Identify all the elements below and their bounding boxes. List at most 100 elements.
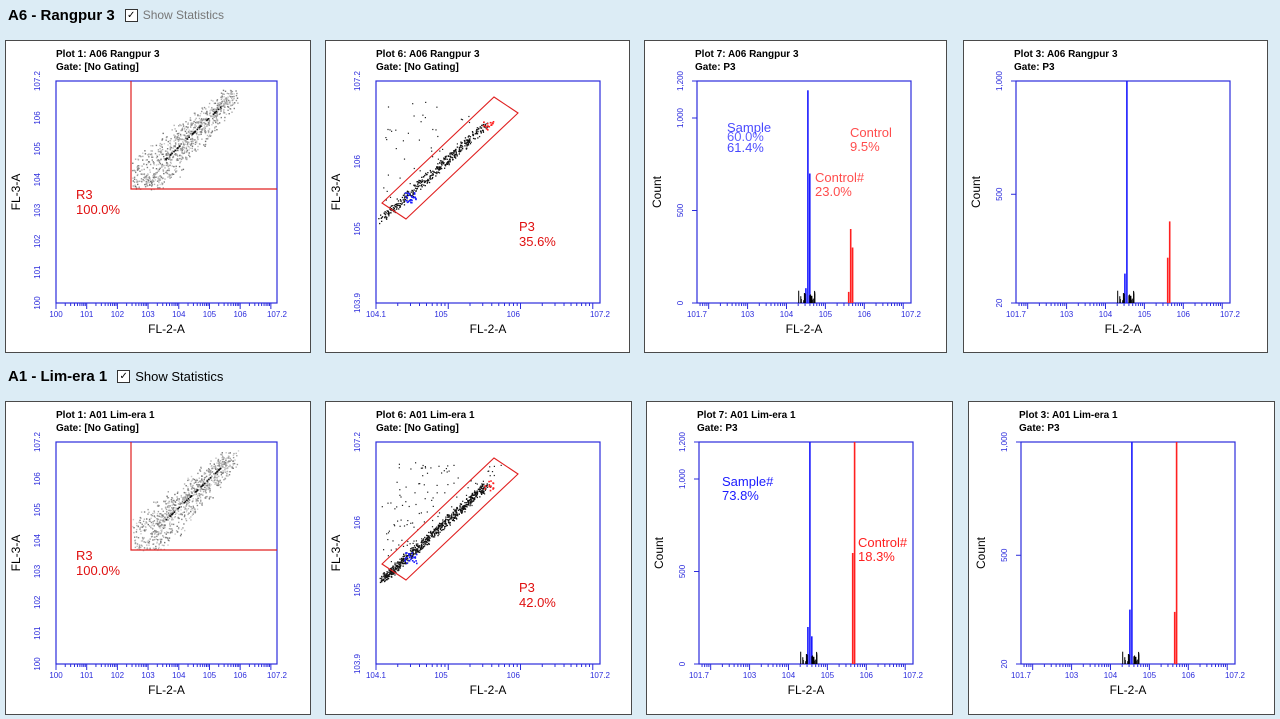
scatter-point (180, 129, 182, 132)
scatter-panel-plot6-a1[interactable]: Plot 6: A01 Lim-era 1 Gate: [No Gating] … (325, 401, 632, 715)
scatter-point (207, 131, 210, 134)
scatter-point (446, 524, 448, 527)
scatter-point (200, 467, 202, 469)
scatter-point (445, 468, 447, 470)
x-tick-label: 107.2 (590, 671, 611, 680)
scatter-point (227, 98, 229, 100)
scatter-point (151, 179, 154, 181)
scatter-point (220, 105, 223, 108)
scatter-point (469, 499, 471, 501)
scatter-point (206, 118, 209, 120)
scatter-point (191, 491, 193, 493)
scatter-point (168, 155, 171, 158)
show-statistics-toggle[interactable]: ✓ Show Statistics (117, 369, 223, 384)
scatter-point (428, 543, 430, 545)
histogram-panel-plot3-a6[interactable]: Plot 3: A06 Rangpur 3 Gate: P3 FL-2-A Cou… (963, 40, 1268, 353)
scatter-point (154, 516, 156, 518)
scatter-point (383, 576, 386, 578)
scatter-point (200, 493, 202, 495)
x-tick-label: 103 (1065, 671, 1079, 680)
scatter-point (458, 513, 460, 515)
scatter-panel-plot1-a6[interactable]: Plot 1: A06 Rangpur 3 Gate: [No Gating] … (5, 40, 311, 353)
scatter-point (157, 515, 160, 517)
scatter-point (141, 526, 144, 528)
scatter-point (216, 475, 218, 477)
scatter-point (397, 566, 399, 568)
scatter-point (477, 488, 480, 490)
histogram-panel-plot7-a1[interactable]: Plot 7: A01 Lim-era 1 Gate: P3 FL-2-A Cou… (646, 401, 953, 715)
scatter-point (199, 121, 201, 123)
scatter-point (190, 516, 192, 518)
scatter-point (207, 118, 210, 120)
scatter-point (173, 134, 175, 136)
scatter-point (229, 464, 231, 466)
scatter-point (403, 204, 406, 206)
scatter-point (161, 530, 163, 533)
scatter-point (168, 176, 171, 178)
scatter-point (223, 111, 225, 114)
scatter-point (404, 557, 407, 559)
scatter-point (157, 150, 160, 153)
scatter-point (164, 150, 167, 152)
scatter-point (444, 167, 446, 169)
scatter-point (199, 124, 201, 127)
scatter-panel-plot1-a1[interactable]: Plot 1: A01 Lim-era 1 Gate: [No Gating] … (5, 401, 311, 715)
show-statistics-toggle[interactable]: ✓ Show Statistics (124, 8, 224, 22)
scatter-point (203, 484, 205, 486)
scatter-point (152, 531, 155, 533)
scatter-point (228, 113, 230, 115)
checkbox-icon[interactable]: ✓ (117, 369, 131, 383)
x-tick-label: 103 (743, 671, 757, 680)
histogram-bar (1133, 290, 1135, 303)
scatter-point (132, 177, 134, 179)
scatter-point (194, 143, 197, 145)
scatter-point (428, 179, 430, 182)
scatter-point (204, 486, 206, 489)
scatter-point (215, 457, 217, 459)
x-tick-label: 105 (203, 310, 217, 319)
scatter-point (175, 143, 177, 145)
scatter-point (157, 159, 159, 161)
scatter-point (222, 472, 224, 474)
scatter-point (432, 170, 434, 172)
scatter-point (407, 555, 409, 557)
scatter-point (395, 148, 397, 150)
scatter-point (469, 136, 472, 138)
scatter-point (482, 492, 484, 494)
scatter-point (380, 580, 382, 582)
scatter-point (472, 493, 474, 495)
scatter-point (389, 196, 392, 198)
scatter-point (196, 142, 198, 144)
scatter-point (466, 506, 468, 508)
scatter-point (408, 200, 411, 202)
scatter-point (381, 216, 384, 218)
scatter-point (393, 205, 395, 207)
scatter-point (201, 475, 203, 477)
x-axis-label: FL-2-A (1110, 683, 1147, 697)
scatter-point (132, 525, 134, 528)
sample-statistic-label: Sample (727, 120, 771, 135)
scatter-point (233, 93, 235, 95)
scatter-point (379, 581, 382, 584)
scatter-point (449, 154, 451, 156)
checkbox-icon[interactable]: ✓ (124, 8, 138, 22)
scatter-point (430, 178, 432, 180)
scatter-point (412, 553, 415, 556)
scatter-point (175, 130, 177, 132)
scatter-point (392, 207, 395, 209)
scatter-panel-plot6-a6[interactable]: Plot 6: A06 Rangpur 3 Gate: [No Gating] … (325, 40, 630, 353)
scatter-point (444, 165, 447, 167)
histogram-panel-plot7-a6[interactable]: Plot 7: A06 Rangpur 3 Gate: P3 FL-2-A Cou… (644, 40, 947, 353)
histogram-panel-plot3-a1[interactable]: Plot 3: A01 Lim-era 1 Gate: P3 FL-2-A Cou… (968, 401, 1275, 715)
x-tick-label: 105 (203, 671, 217, 680)
scatter-point (180, 512, 182, 515)
scatter-point (230, 466, 233, 468)
